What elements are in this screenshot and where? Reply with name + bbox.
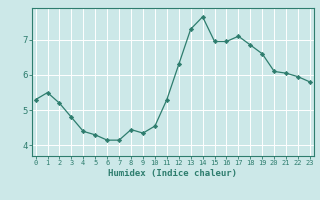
X-axis label: Humidex (Indice chaleur): Humidex (Indice chaleur) — [108, 169, 237, 178]
